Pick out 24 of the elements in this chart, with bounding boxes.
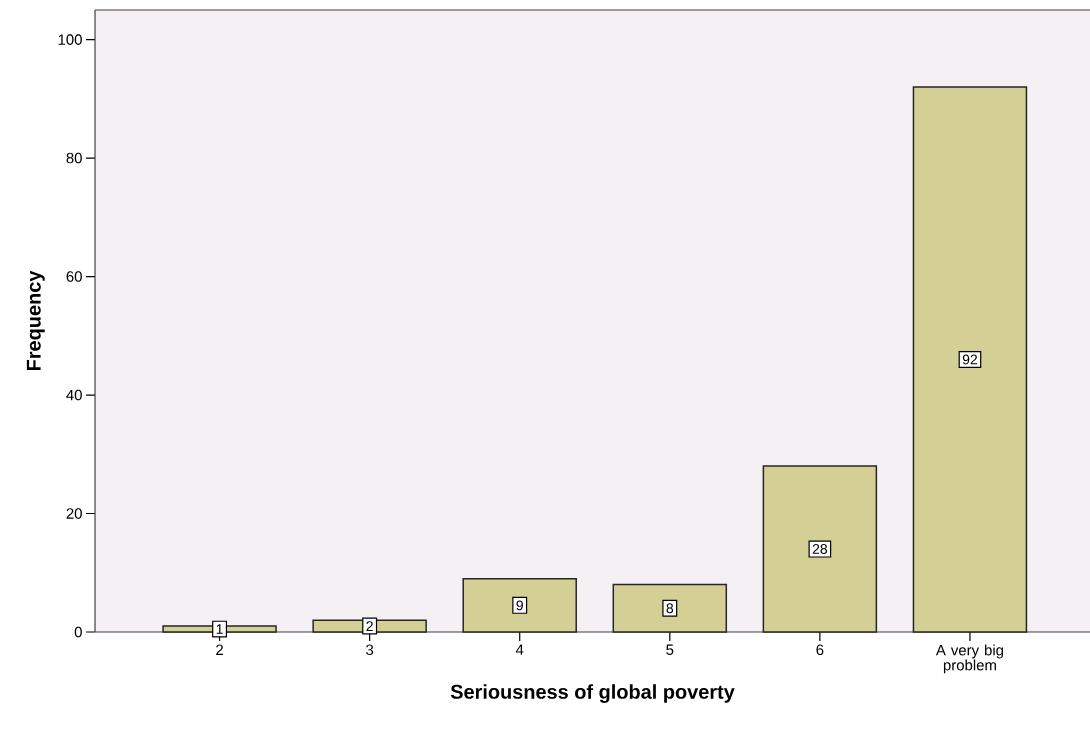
bar bbox=[912, 86, 1028, 633]
y-tick-label: 40 bbox=[66, 389, 82, 401]
y-tick-label: 20 bbox=[66, 508, 82, 519]
x-tick-label: 4 bbox=[515, 644, 524, 655]
data-label: 9 bbox=[516, 600, 523, 611]
data-label: 1 bbox=[216, 624, 223, 634]
x-tick-label: 3 bbox=[366, 644, 374, 656]
data-label: 8 bbox=[666, 603, 674, 614]
x-tick-label: A very big problem bbox=[935, 644, 1004, 674]
x-axis-title: Seriousness of global poverty bbox=[450, 684, 735, 703]
y-tick-label: 0 bbox=[74, 626, 82, 638]
x-tick-label: 2 bbox=[216, 644, 223, 655]
data-label: 28 bbox=[812, 544, 828, 554]
y-tick-label: 60 bbox=[66, 271, 82, 282]
data-label: 92 bbox=[962, 354, 978, 365]
y-axis-title: Frequency bbox=[26, 270, 45, 371]
x-tick-label: 5 bbox=[666, 644, 674, 655]
bar bbox=[462, 577, 577, 633]
bar bbox=[762, 465, 878, 633]
y-tick-label: 80 bbox=[66, 152, 82, 164]
bar bbox=[612, 583, 728, 633]
x-tick-label: 6 bbox=[816, 644, 824, 656]
y-tick-label: 100 bbox=[58, 34, 82, 45]
data-label: 2 bbox=[366, 621, 373, 631]
